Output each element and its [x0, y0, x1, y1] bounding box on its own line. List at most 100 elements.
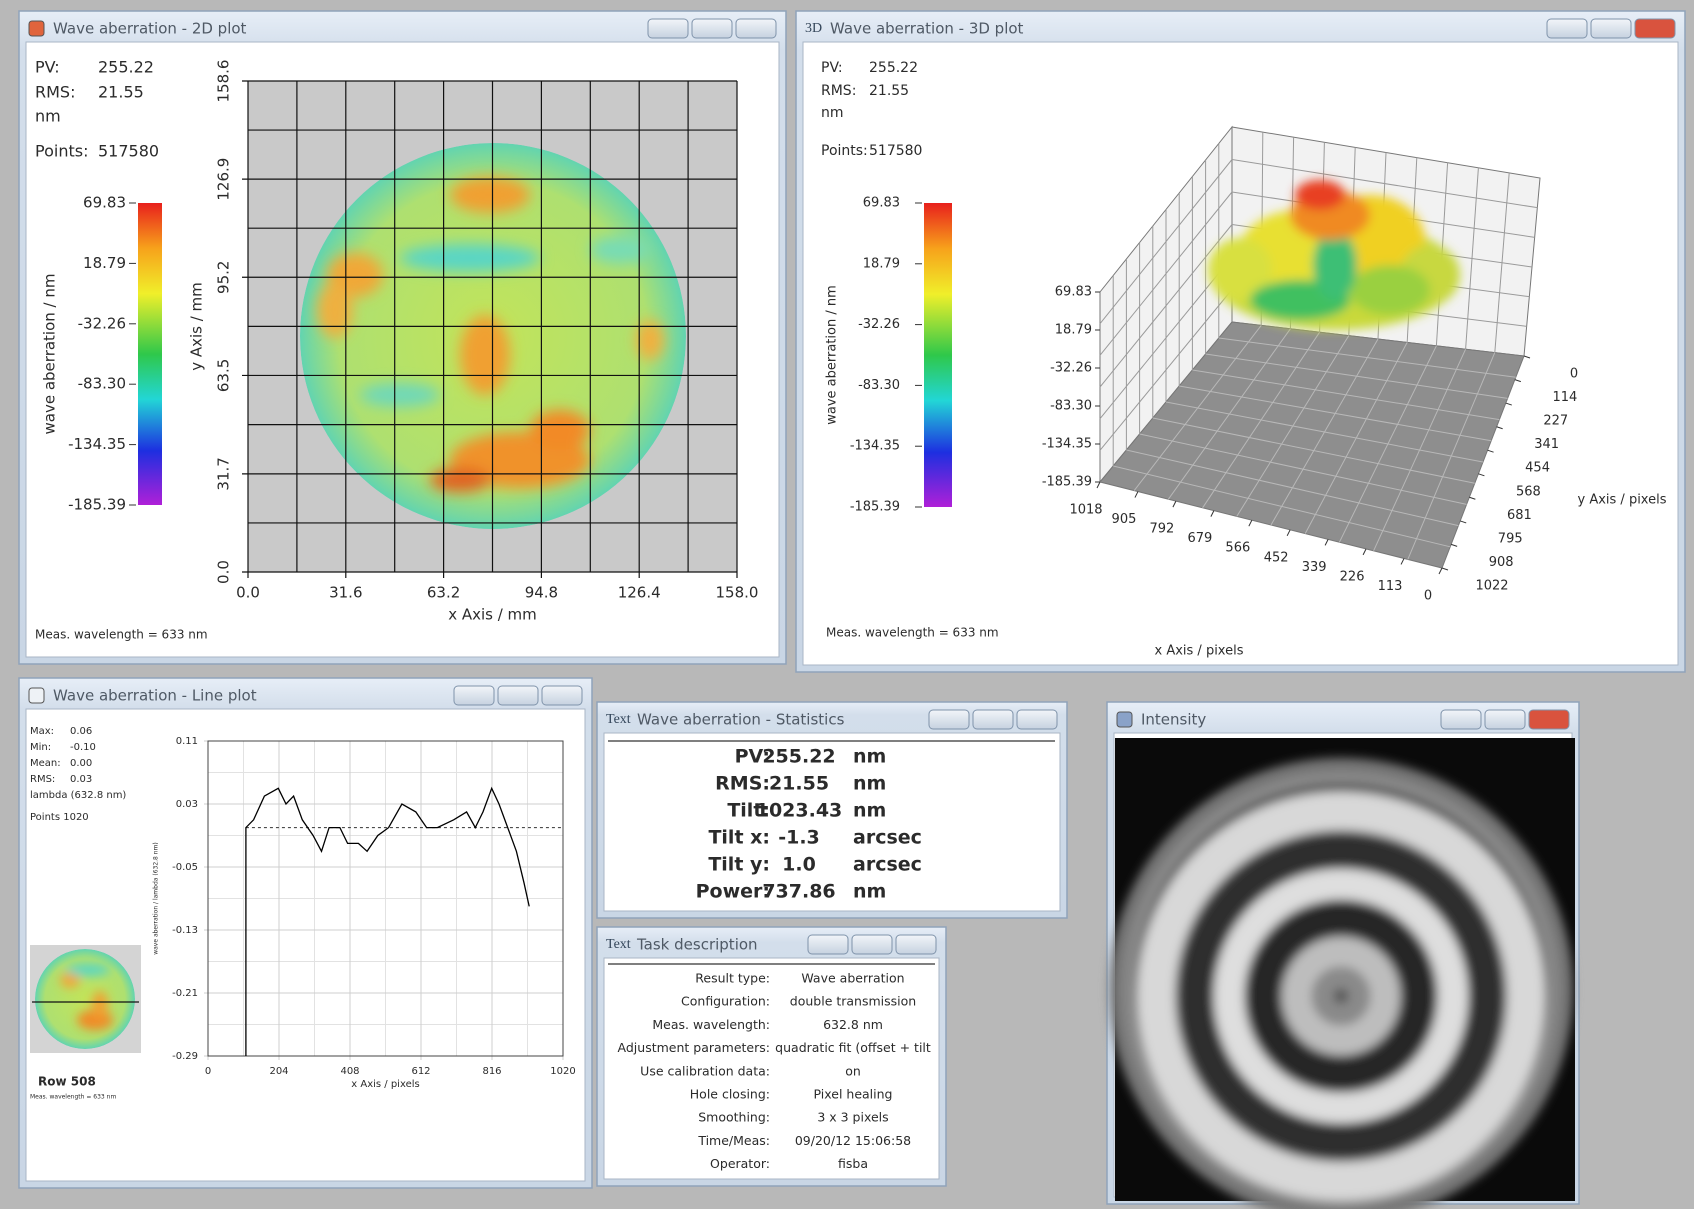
info-text: RMS:	[35, 83, 75, 102]
x-tick-label: 1018	[1069, 503, 1102, 518]
close-button[interactable]	[896, 935, 936, 954]
x-tick-label: 31.6	[329, 584, 362, 602]
points-text: Points 1020	[30, 812, 89, 823]
task-label: Use calibration data:	[640, 1063, 770, 1078]
window-icon	[29, 688, 44, 703]
x-axis-label: x Axis / pixels	[1155, 644, 1244, 659]
minimize-button[interactable]	[454, 686, 494, 705]
stat-value: 21.55	[769, 773, 829, 795]
minimize-button[interactable]	[648, 19, 688, 38]
x-tick-label: 113	[1378, 579, 1403, 594]
maximize-button[interactable]	[692, 19, 732, 38]
x-tick-label: 204	[269, 1066, 288, 1077]
x-tick-label: 226	[1340, 569, 1365, 584]
colorbar	[924, 203, 952, 507]
colorbar-tick-label: 69.83	[863, 196, 900, 211]
colorbar-tick-label: -83.30	[78, 375, 126, 393]
map-feature	[430, 468, 490, 492]
colorbar-tick-label: -32.26	[78, 314, 126, 332]
x-tick-label: 94.8	[525, 584, 558, 602]
window-title: Task description	[636, 936, 758, 954]
y-tick-label: 568	[1516, 484, 1541, 499]
x-tick-label: 679	[1187, 531, 1212, 546]
info-text: PV:	[821, 60, 843, 76]
maximize-button[interactable]	[1591, 19, 1631, 38]
x-tick-label: 452	[1264, 550, 1289, 565]
maximize-button[interactable]	[498, 686, 538, 705]
maximize-button[interactable]	[1485, 710, 1525, 729]
colorbar-tick-label: -32.26	[858, 317, 900, 332]
close-button[interactable]	[1635, 19, 1675, 38]
x-tick-label: 1020	[550, 1066, 575, 1077]
map-feature	[400, 244, 540, 272]
stat-name: Mean:	[30, 758, 61, 769]
x-tick-label: 816	[482, 1066, 501, 1077]
stat-value: 0.00	[70, 758, 92, 769]
x-tick-label: 339	[1302, 560, 1327, 575]
map-feature	[360, 383, 440, 407]
minimize-button[interactable]	[1547, 19, 1587, 38]
unit-text: lambda (632.8 nm)	[30, 790, 126, 801]
x-tick-label: 612	[411, 1066, 430, 1077]
z-tick-label: -134.35	[1042, 437, 1092, 452]
maximize-button[interactable]	[973, 710, 1013, 729]
task-label: Configuration:	[681, 994, 770, 1009]
minimize-button[interactable]	[929, 710, 969, 729]
task-label: Meas. wavelength:	[652, 1017, 770, 1032]
task-value: 3 x 3 pixels	[817, 1110, 888, 1125]
map-feature	[590, 236, 650, 264]
stat-unit: nm	[853, 773, 886, 795]
colorbar	[138, 203, 162, 505]
close-button[interactable]	[542, 686, 582, 705]
colorbar-tick-label: -134.35	[850, 439, 900, 454]
z-tick-label: 69.83	[1055, 285, 1092, 300]
info-text: nm	[821, 105, 844, 121]
stat-unit: arcsec	[853, 854, 922, 876]
x-tick-label: 566	[1225, 541, 1250, 556]
window-icon: 3D	[805, 21, 822, 36]
colorbar-label: wave aberration / nm	[825, 285, 840, 425]
z-tick-label: 18.79	[1055, 322, 1092, 337]
colorbar-tick-label: -83.30	[858, 378, 900, 393]
x-tick-label: 158.0	[716, 584, 759, 602]
task-value: Wave aberration	[801, 971, 904, 986]
colorbar-tick-label: -185.39	[850, 500, 900, 515]
y-tick-label: 95.2	[215, 261, 233, 294]
stat-value: -1.3	[778, 827, 820, 849]
stat-value: 0.03	[70, 774, 92, 785]
y-tick-label: -0.13	[172, 925, 198, 936]
y-tick-label: 0.0	[215, 560, 233, 584]
info-text: 21.55	[98, 83, 144, 102]
task-label: Result type:	[695, 971, 770, 986]
task-value: quadratic fit (offset + tilt	[775, 1040, 931, 1055]
y-tick-label: 0	[1570, 367, 1578, 382]
map-feature	[450, 177, 530, 213]
page: {"plot_2d": {"title": "Wave aberration -…	[0, 0, 1694, 1209]
x-tick-label: 0	[1424, 589, 1432, 604]
close-button[interactable]	[736, 19, 776, 38]
map-feature	[460, 315, 510, 395]
stat-value: 255.22	[762, 746, 835, 768]
fringe-pattern	[1109, 758, 1573, 1209]
close-button[interactable]	[1017, 710, 1057, 729]
z-tick-label: -83.30	[1050, 398, 1092, 413]
colorbar-tick-label: 69.83	[83, 194, 126, 212]
x-tick-label: 905	[1112, 512, 1137, 527]
x-tick-label: 63.2	[427, 584, 460, 602]
map-feature	[317, 282, 353, 338]
window-title: Intensity	[1141, 711, 1206, 729]
info-text: RMS:	[821, 83, 856, 99]
stat-label: Tilt y:	[708, 854, 770, 876]
window-title: Wave aberration - 2D plot	[53, 20, 247, 38]
y-axis-label: y Axis / mm	[188, 282, 206, 371]
x-tick-label: 0.0	[236, 584, 260, 602]
close-button[interactable]	[1529, 710, 1569, 729]
window-title: Wave aberration - Statistics	[637, 711, 845, 729]
maximize-button[interactable]	[852, 935, 892, 954]
surface-patch	[1350, 265, 1430, 315]
x-tick-label: 408	[340, 1066, 359, 1077]
task-label: Smoothing:	[698, 1110, 770, 1125]
task-value: 632.8 nm	[823, 1017, 883, 1032]
minimize-button[interactable]	[808, 935, 848, 954]
minimize-button[interactable]	[1441, 710, 1481, 729]
